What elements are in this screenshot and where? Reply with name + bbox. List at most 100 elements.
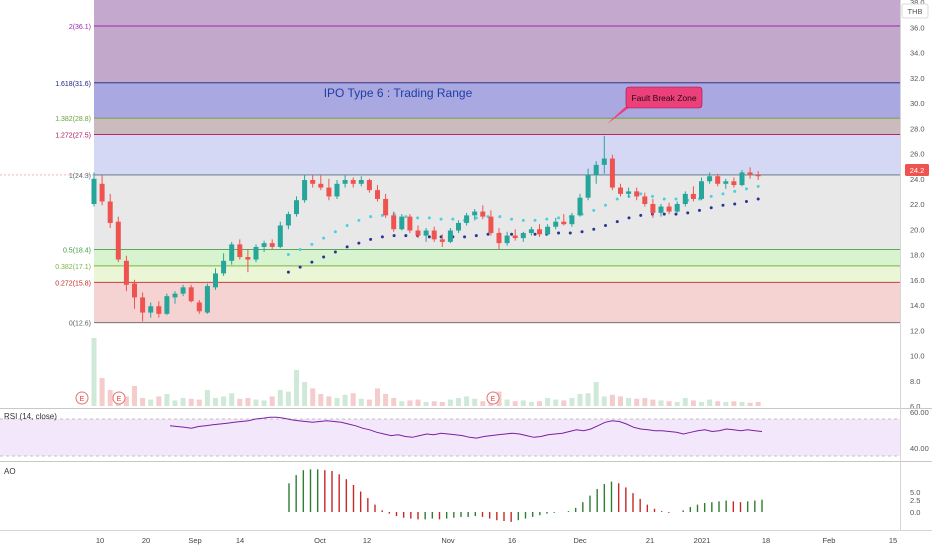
candle-body[interactable] [512,235,518,239]
candle-body[interactable] [350,180,356,184]
candle-body[interactable] [618,187,623,194]
candle-body[interactable] [553,221,559,227]
candle-body[interactable] [221,260,227,274]
candle-body[interactable] [213,273,218,288]
candle-body[interactable] [439,239,445,242]
fib-band [94,118,900,135]
fib-label: 1(24.3) [69,173,91,180]
candle-body[interactable] [415,230,421,236]
candle-body[interactable] [342,180,348,184]
candle-body[interactable] [285,214,291,226]
candle-body[interactable] [464,215,470,223]
candle-body[interactable] [520,233,526,239]
candle-body[interactable] [172,293,178,298]
candle-body[interactable] [99,183,105,202]
fault-break-callout[interactable]: Fault Break Zone [607,86,703,124]
candle-body[interactable] [480,211,486,217]
candle-body[interactable] [593,164,599,175]
candle-body[interactable] [755,174,761,177]
candle-body[interactable] [431,230,437,240]
candle-body[interactable] [140,297,146,313]
candle-body[interactable] [366,180,372,191]
candle-body[interactable] [496,233,502,244]
candle-body[interactable] [196,302,202,312]
rsi-line[interactable] [169,416,763,439]
candle-body[interactable] [715,176,721,184]
earnings-marker[interactable] [75,391,89,405]
candle-body[interactable] [334,183,340,197]
candle-body[interactable] [245,257,251,260]
earnings-marker[interactable] [486,391,500,405]
candle-body[interactable] [609,158,615,188]
candle-body[interactable] [545,226,551,235]
title-annotation[interactable]: IPO Type 6 : Trading Range [324,86,473,100]
candle-body[interactable] [375,190,380,199]
candle-body[interactable] [447,230,453,242]
candle-body[interactable] [682,193,688,204]
ao-pane[interactable]: AO 5.0 2.5 0.0 [0,461,932,522]
candle-body[interactable] [537,229,542,235]
candle-body[interactable] [277,225,283,247]
candle-body[interactable] [747,172,753,175]
candle-body[interactable] [302,180,308,201]
candle-body[interactable] [601,158,607,165]
candle-body[interactable] [666,206,672,212]
rsi-pane[interactable]: RSI (14, close) 60.00 40.00 [0,408,932,457]
candle-body[interactable] [504,235,510,244]
price-tick: 38.0 [910,0,925,7]
candle-body[interactable] [358,180,364,184]
candle-body[interactable] [132,283,137,298]
candle-body[interactable] [528,229,534,234]
candle-body[interactable] [107,201,113,223]
price-tick: 6.0 [910,402,920,411]
candle-body[interactable] [658,206,664,213]
candle-body[interactable] [723,181,729,184]
candle-body[interactable] [229,244,235,261]
candle-body[interactable] [326,187,332,197]
trail-dot-slow [286,270,290,274]
candle-body[interactable] [626,191,632,194]
earnings-marker[interactable] [112,391,126,405]
candle-body[interactable] [707,176,713,182]
candle-body[interactable] [123,260,129,285]
candle-body[interactable] [318,183,324,188]
candle-body[interactable] [569,215,575,225]
candle-body[interactable] [674,204,680,212]
candle-body[interactable] [739,172,745,186]
candle-body[interactable] [180,287,186,294]
candle-body[interactable] [399,216,405,230]
volume-bar [245,398,251,406]
candle-body[interactable] [391,215,397,230]
candle-body[interactable] [310,180,316,184]
candle-body[interactable] [561,221,567,225]
candle-body[interactable] [699,181,704,199]
candle-body[interactable] [261,243,267,247]
candle-body[interactable] [488,216,494,234]
candle-body[interactable] [269,243,275,247]
price-tick: 28.0 [910,124,925,133]
candle-body[interactable] [148,306,154,313]
candle-body[interactable] [204,286,210,313]
candle-body[interactable] [115,221,121,260]
candle-body[interactable] [164,296,170,314]
candle-body[interactable] [690,193,696,199]
candle-body[interactable] [294,200,299,215]
candle-body[interactable] [407,216,413,231]
candle-body[interactable] [423,230,429,236]
candle-body[interactable] [253,246,259,260]
candle-body[interactable] [650,204,656,213]
candle-body[interactable] [731,181,737,186]
candle-body[interactable] [188,287,194,302]
candle-body[interactable] [642,196,648,204]
candle-body[interactable] [585,174,591,198]
candle-body[interactable] [634,191,640,197]
candle-body[interactable] [472,211,478,216]
candle-body[interactable] [91,178,97,204]
candle-body[interactable] [237,244,243,258]
candle-body[interactable] [577,197,583,216]
candle-body[interactable] [156,306,162,314]
candle-body[interactable] [456,222,461,231]
volume-bar [634,398,640,406]
candle-body[interactable] [383,198,389,216]
